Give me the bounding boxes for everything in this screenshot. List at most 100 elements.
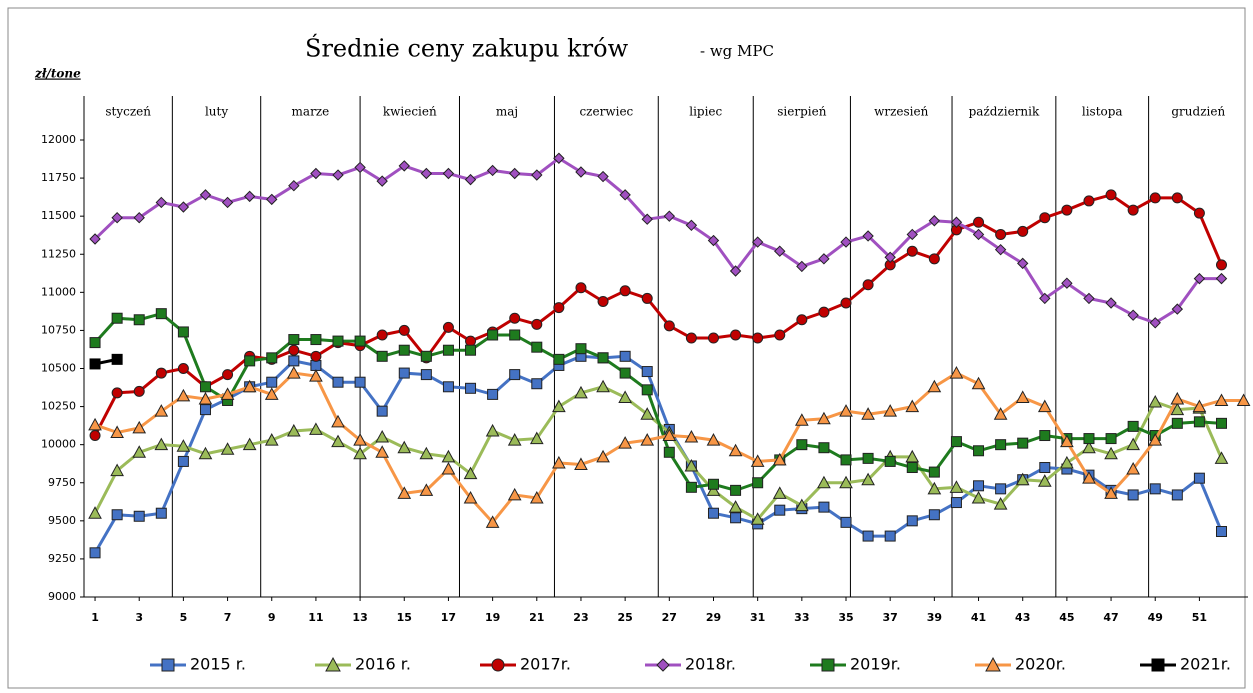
chart-frame xyxy=(7,7,1246,689)
legend-label: 2021r. xyxy=(1180,655,1231,674)
marker xyxy=(728,443,743,457)
marker xyxy=(375,430,390,443)
marker xyxy=(730,484,742,496)
marker xyxy=(376,329,388,341)
month-label: marze xyxy=(292,105,330,119)
marker xyxy=(1127,489,1139,501)
marker xyxy=(198,391,213,405)
legend-label: 2019r. xyxy=(850,655,901,674)
marker xyxy=(1017,225,1029,237)
x-tick-label: 51 xyxy=(1192,611,1207,624)
marker xyxy=(419,446,434,460)
x-tick-label: 21 xyxy=(529,611,544,624)
marker xyxy=(995,228,1007,240)
marker xyxy=(906,228,918,241)
marker xyxy=(111,312,123,324)
marker xyxy=(949,366,964,379)
marker xyxy=(199,381,211,393)
x-tick-label: 1 xyxy=(91,611,99,624)
marker xyxy=(684,430,699,443)
marker xyxy=(1015,472,1030,486)
marker xyxy=(685,481,697,493)
marker xyxy=(1193,207,1205,219)
marker xyxy=(264,387,279,400)
marker xyxy=(376,405,388,417)
marker xyxy=(397,486,412,499)
marker xyxy=(928,253,940,265)
marker xyxy=(597,295,609,307)
marker xyxy=(442,381,454,393)
marker xyxy=(177,326,189,338)
marker xyxy=(993,497,1008,510)
marker xyxy=(794,498,809,512)
x-tick-label: 7 xyxy=(224,611,232,624)
marker xyxy=(463,490,478,504)
marker xyxy=(1127,420,1139,432)
marker xyxy=(656,658,670,672)
x-tick-label: 47 xyxy=(1103,611,1118,624)
series-line xyxy=(93,354,1223,554)
marker xyxy=(884,251,896,264)
marker xyxy=(507,433,522,446)
marker xyxy=(862,452,874,464)
month-label: listopa xyxy=(1082,105,1123,119)
marker xyxy=(839,475,853,489)
marker xyxy=(155,196,168,209)
marker xyxy=(927,379,942,393)
marker xyxy=(1037,474,1052,487)
marker xyxy=(487,388,499,400)
marker xyxy=(89,430,101,442)
marker xyxy=(663,320,675,332)
marker xyxy=(222,369,234,381)
y-tick-label: 12000 xyxy=(41,133,76,146)
marker xyxy=(310,359,322,371)
marker xyxy=(154,437,169,451)
marker xyxy=(596,449,610,463)
marker xyxy=(1082,440,1096,454)
marker xyxy=(264,433,279,446)
marker xyxy=(177,455,189,467)
marker xyxy=(839,404,853,417)
marker xyxy=(905,399,920,413)
marker xyxy=(354,161,366,174)
marker xyxy=(154,404,169,417)
marker xyxy=(927,481,942,495)
marker xyxy=(332,169,344,181)
marker xyxy=(354,376,366,388)
marker xyxy=(111,387,123,399)
x-tick-label: 3 xyxy=(135,611,143,624)
y-tick-label: 11750 xyxy=(41,171,76,184)
marker xyxy=(553,353,565,365)
month-label: lipiec xyxy=(689,105,722,119)
marker xyxy=(397,440,412,454)
marker xyxy=(995,439,1007,451)
marker xyxy=(596,379,610,393)
marker xyxy=(465,382,477,394)
marker xyxy=(618,390,632,403)
marker xyxy=(1171,303,1184,315)
marker xyxy=(973,445,985,457)
marker xyxy=(288,334,300,346)
marker xyxy=(906,515,918,527)
marker xyxy=(465,335,477,347)
marker xyxy=(1171,192,1183,204)
marker xyxy=(309,422,323,435)
marker xyxy=(419,483,434,496)
marker xyxy=(531,169,543,181)
x-tick-label: 13 xyxy=(352,611,367,624)
marker xyxy=(89,358,101,370)
marker xyxy=(1017,257,1029,270)
marker xyxy=(88,417,102,431)
y-tick-label: 10500 xyxy=(41,362,76,375)
x-tick-label: 41 xyxy=(971,611,986,624)
marker xyxy=(1104,446,1118,460)
marker xyxy=(840,516,852,528)
marker xyxy=(1060,455,1074,469)
marker xyxy=(928,466,940,478)
y-tick-label: 9250 xyxy=(48,552,76,565)
marker xyxy=(821,658,835,672)
marker xyxy=(288,344,300,356)
marker xyxy=(111,353,123,365)
marker xyxy=(818,253,830,265)
